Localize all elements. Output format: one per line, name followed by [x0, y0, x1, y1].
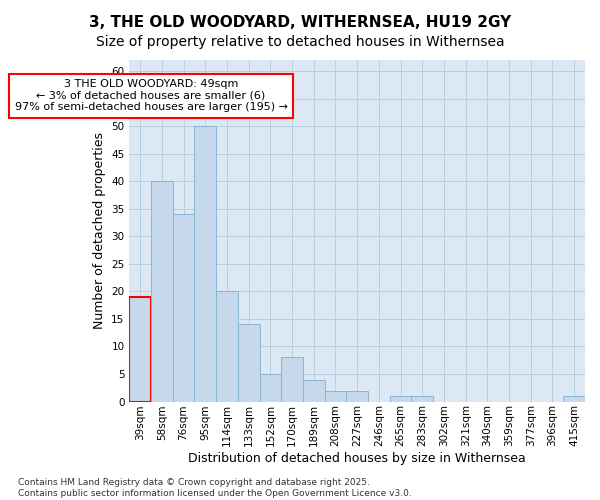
Bar: [412, 396, 433, 402]
Text: Contains HM Land Registry data © Crown copyright and database right 2025.
Contai: Contains HM Land Registry data © Crown c…: [18, 478, 412, 498]
X-axis label: Distribution of detached houses by size in Withernsea: Distribution of detached houses by size …: [188, 452, 526, 465]
Y-axis label: Number of detached properties: Number of detached properties: [92, 132, 106, 330]
Bar: [325, 390, 346, 402]
Bar: [260, 374, 281, 402]
Bar: [303, 380, 325, 402]
Text: 3 THE OLD WOODYARD: 49sqm
← 3% of detached houses are smaller (6)
97% of semi-de: 3 THE OLD WOODYARD: 49sqm ← 3% of detach…: [14, 80, 287, 112]
Bar: [194, 126, 216, 402]
Bar: [390, 396, 412, 402]
Bar: [281, 358, 303, 402]
Text: 3, THE OLD WOODYARD, WITHERNSEA, HU19 2GY: 3, THE OLD WOODYARD, WITHERNSEA, HU19 2G…: [89, 15, 511, 30]
Bar: [151, 181, 173, 402]
Text: Size of property relative to detached houses in Withernsea: Size of property relative to detached ho…: [95, 35, 505, 49]
Bar: [346, 390, 368, 402]
Bar: [238, 324, 260, 402]
Bar: [173, 214, 194, 402]
Bar: [216, 292, 238, 402]
Bar: [563, 396, 585, 402]
Bar: [130, 297, 151, 402]
